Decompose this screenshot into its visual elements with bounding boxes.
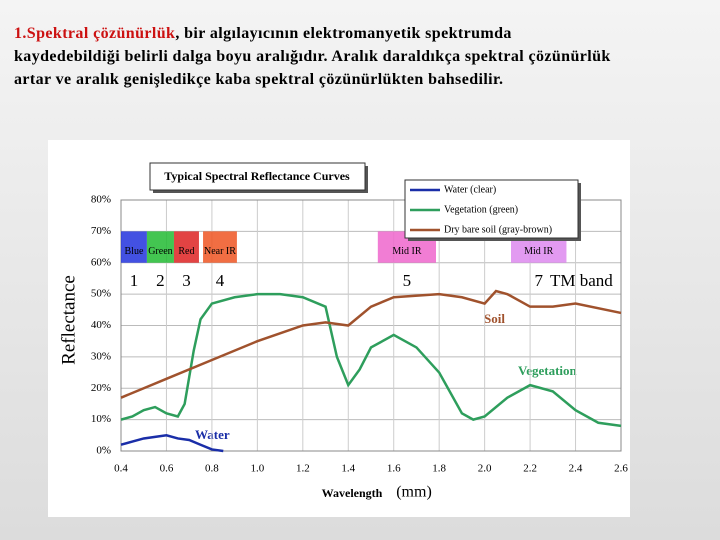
- legend-label: Water (clear): [444, 184, 496, 195]
- x-tick-label: 1.4: [341, 463, 355, 475]
- x-tick-label: 1.6: [387, 463, 401, 475]
- band-label: Green: [148, 246, 172, 257]
- term: 1.Spektral çözünürlük: [14, 25, 176, 42]
- band-number: 5: [403, 271, 412, 290]
- x-tick-label: 2.6: [614, 463, 628, 475]
- x-tick-label: 0.4: [114, 463, 128, 475]
- annotation: Soil: [484, 311, 505, 326]
- band-title: TM band: [550, 271, 613, 290]
- band: [173, 231, 199, 263]
- x-tick-label: 2.2: [523, 463, 537, 475]
- title-box: [149, 162, 366, 191]
- annotation: Vegetation: [518, 363, 578, 378]
- band-number: 1: [130, 271, 139, 290]
- body-text: , bir algılayıcının elektromanyetik spek…: [14, 25, 611, 88]
- paragraph: 1.Spektral çözünürlük, bir algılayıcının…: [14, 22, 614, 91]
- legend-label: Dry bare soil (gray-brown): [444, 224, 552, 235]
- band-number: 7: [534, 271, 543, 290]
- y-tick-label: 10%: [91, 413, 111, 425]
- y-tick-label: 50%: [91, 288, 111, 300]
- y-axis-label: Reflectance: [58, 275, 79, 365]
- band-number: 2: [156, 271, 165, 290]
- x-tick-label: 0.8: [205, 463, 219, 475]
- x-tick-label: 1.8: [432, 463, 446, 475]
- y-tick-label: 30%: [91, 350, 111, 362]
- annotation: Water: [195, 427, 230, 442]
- chart-title: Typical Spectral Reflectance Curves: [164, 169, 350, 183]
- x-tick-label: 2.0: [478, 463, 492, 475]
- x-axis-unit: (mm): [396, 484, 432, 501]
- y-tick-label: 70%: [91, 225, 111, 237]
- band: [121, 231, 147, 263]
- band-label: Red: [178, 246, 194, 257]
- band-number: 4: [216, 271, 225, 290]
- band-label: Mid IR: [392, 246, 422, 257]
- y-tick-label: 20%: [91, 382, 111, 394]
- y-tick-label: 60%: [91, 256, 111, 268]
- y-tick-label: 80%: [91, 194, 111, 206]
- x-axis-label: Wavelength: [322, 486, 383, 500]
- line: [120, 292, 622, 428]
- band-number: 3: [182, 271, 191, 290]
- line: [120, 434, 224, 453]
- x-tick-label: 2.4: [569, 463, 583, 475]
- legend: Water (clear) Vegetation (green) Dry bare …: [404, 179, 581, 241]
- band: [146, 231, 174, 263]
- band-label: Mid IR: [524, 246, 554, 257]
- line: [120, 289, 622, 399]
- band: [203, 231, 237, 263]
- plot-frame: [120, 199, 622, 452]
- x-tick-label: 1.2: [296, 463, 310, 475]
- x-tick-label: 0.6: [160, 463, 174, 475]
- y-tick-label: 0%: [96, 445, 111, 457]
- x-tick-label: 1.0: [250, 463, 264, 475]
- y-tick-label: 40%: [91, 319, 111, 331]
- legend-label: Vegetation (green): [444, 204, 518, 215]
- band-label: Blue: [125, 246, 144, 257]
- band-label: Near IR: [204, 246, 236, 257]
